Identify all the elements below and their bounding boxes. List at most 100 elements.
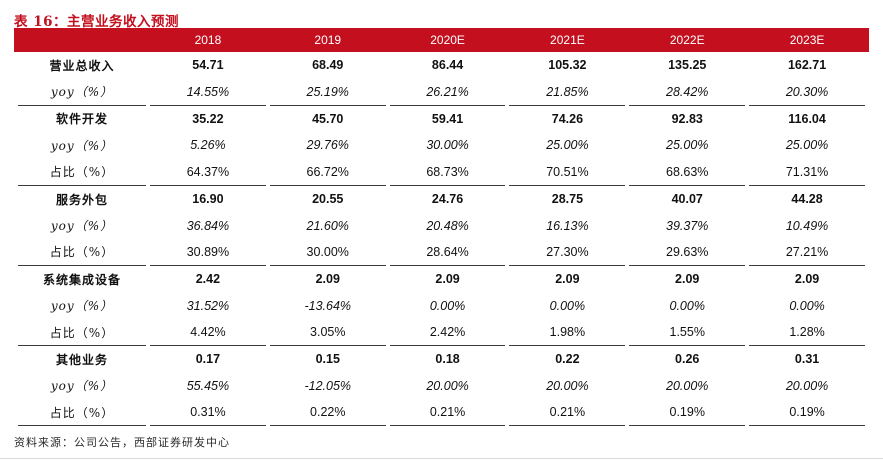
value-cell: 74.26 — [551, 111, 584, 126]
row-label: 占比（%） — [18, 319, 146, 347]
value-cell: -12.05% — [304, 378, 352, 393]
value-cell: -13.64% — [304, 298, 352, 313]
value-cell: 66.72% — [269, 159, 386, 186]
value-cell: 4.42% — [150, 319, 266, 347]
value-cell: 0.21% — [389, 399, 506, 427]
value-cell: 0.31% — [150, 399, 266, 427]
value-cell: 2.09 — [794, 272, 820, 287]
value-cell: 86.44 — [431, 58, 464, 73]
table-row: 占比（%） 64.37% 66.72% 68.73% 70.51% 68.63% 71.31… — [18, 159, 865, 186]
value-cell: 0.00% — [669, 298, 705, 313]
table-row: 其他业务 0.17 0.15 0.18 0.22 0.26 0.31 — [18, 346, 865, 372]
value-cell: 5.26% — [190, 138, 226, 153]
forecast-table: 2018 2019 2020E 2021E 2022E 2023E 营业总收入 54.71 6… — [14, 28, 869, 427]
value-cell: 64.37% — [150, 159, 266, 186]
header-year-cell: 2022E — [669, 33, 705, 47]
value-cell: 25.00% — [666, 138, 709, 153]
value-cell: 30.89% — [150, 239, 266, 267]
value-cell: 0.00% — [549, 298, 586, 313]
value-cell: 0.22% — [269, 399, 386, 427]
value-cell: 54.71 — [192, 58, 224, 73]
value-cell: 2.09 — [315, 272, 340, 287]
row-label: yoy（%） — [50, 379, 114, 394]
value-cell: 2.09 — [555, 272, 580, 287]
row-label: 其他业务 — [55, 352, 108, 367]
table-section: 营业总收入 54.71 68.49 86.44 105.32 135.25 162.71 yo… — [18, 52, 865, 106]
value-cell: 16.90 — [192, 192, 224, 207]
value-cell: 20.00% — [666, 378, 709, 393]
value-cell: 1.28% — [749, 319, 865, 347]
value-cell: 105.32 — [548, 58, 587, 73]
value-cell: 21.60% — [306, 218, 349, 233]
value-cell: 44.28 — [791, 192, 823, 207]
table-row: 系统集成设备 2.42 2.09 2.09 2.09 2.09 2.09 — [18, 266, 865, 292]
row-label: 系统集成设备 — [42, 272, 121, 287]
value-cell: 25.00% — [785, 138, 829, 153]
value-cell: 0.21% — [509, 399, 626, 427]
value-cell: 0.26 — [675, 352, 700, 367]
value-cell: 35.22 — [192, 111, 224, 126]
table-row: 占比（%） 0.31% 0.22% 0.21% 0.21% 0.19% 0.19% — [18, 399, 865, 427]
table-section: 系统集成设备 2.42 2.09 2.09 2.09 2.09 2.09 yoy（%） 31.5… — [18, 266, 865, 347]
value-cell: 20.30% — [749, 78, 865, 106]
row-label: yoy（%） — [50, 219, 114, 234]
table-row: yoy（%） 55.45% -12.05% 20.00% 20.00% 20.00% 20.… — [18, 373, 865, 399]
bottom-divider — [0, 458, 883, 459]
value-cell: 68.73% — [389, 159, 506, 186]
value-cell: 116.04 — [788, 111, 826, 126]
value-cell: 25.00% — [546, 138, 589, 153]
header-year-cell: 2020E — [430, 33, 465, 47]
value-cell: 31.52% — [186, 298, 230, 313]
value-cell: 25.19% — [269, 78, 386, 106]
value-cell: 30.00% — [426, 138, 469, 153]
value-cell: 135.25 — [668, 58, 707, 73]
table-row: 软件开发 35.22 45.70 59.41 74.26 92.83 116.04 — [18, 106, 865, 132]
value-cell: 27.21% — [749, 239, 865, 267]
value-cell: 29.76% — [306, 138, 349, 153]
source-note: 资料来源：公司公告，西部证券研发中心 — [14, 436, 230, 450]
table-row: yoy（%） 36.84% 21.60% 20.48% 16.13% 39.37% 10.4… — [18, 212, 865, 238]
value-cell: 45.70 — [312, 111, 344, 126]
row-label: 服务外包 — [55, 192, 108, 207]
header-year-cell: 2023E — [789, 33, 825, 47]
value-cell: 30.00% — [269, 239, 386, 267]
value-cell: 2.09 — [675, 272, 700, 287]
value-cell: 2.42% — [389, 319, 506, 347]
table-section: 软件开发 35.22 45.70 59.41 74.26 92.83 116.04 yoy（%… — [18, 106, 865, 186]
header-label-cell — [18, 28, 146, 52]
value-cell: 16.13% — [546, 218, 589, 233]
row-label: 营业总收入 — [49, 58, 115, 73]
value-cell: 68.63% — [629, 159, 746, 186]
header-year-cell: 2018 — [194, 33, 222, 47]
row-label: 软件开发 — [55, 112, 108, 127]
value-cell: 70.51% — [509, 159, 626, 186]
value-cell: 71.31% — [749, 159, 865, 186]
table-header: 2018 2019 2020E 2021E 2022E 2023E — [18, 28, 865, 52]
value-cell: 29.63% — [629, 239, 746, 267]
value-cell: 36.84% — [186, 218, 230, 233]
value-cell: 10.49% — [785, 218, 829, 233]
table-row: 服务外包 16.90 20.55 24.76 28.75 40.07 44.28 — [18, 186, 865, 212]
table-row: 占比（%） 4.42% 3.05% 2.42% 1.98% 1.55% 1.28% — [18, 319, 865, 347]
header-row: 2018 2019 2020E 2021E 2022E 2023E — [18, 28, 865, 52]
value-cell: 20.00% — [785, 378, 829, 393]
value-cell: 40.07 — [671, 192, 703, 207]
table-title: 表 16：主营业务收入预测 — [14, 14, 179, 30]
header-band — [14, 28, 869, 52]
value-cell: 28.64% — [389, 239, 506, 267]
value-cell: 3.05% — [269, 319, 386, 347]
value-cell: 1.98% — [509, 319, 626, 347]
table-row: yoy（%） 31.52% -13.64% 0.00% 0.00% 0.00% 0.00% — [18, 293, 865, 319]
value-cell: 0.19% — [749, 399, 865, 427]
value-cell: 55.45% — [186, 378, 230, 393]
value-cell: 0.00% — [789, 298, 825, 313]
value-cell: 1.55% — [629, 319, 746, 347]
value-cell: 0.31 — [794, 352, 820, 367]
table-row: yoy（%） 14.55% 25.19% 26.21% 21.85% 28.42% 20.3… — [18, 78, 865, 106]
row-label: 占比（%） — [18, 399, 146, 427]
value-cell: 28.75 — [551, 192, 584, 207]
value-cell: 27.30% — [509, 239, 626, 267]
value-cell: 26.21% — [389, 78, 506, 106]
row-label: 占比（%） — [18, 159, 146, 186]
